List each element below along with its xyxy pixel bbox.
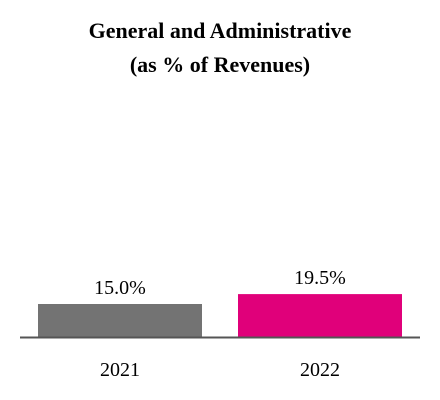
- data-label-2021: 15.0%: [94, 277, 146, 299]
- chart-title: General and Administrative: [88, 18, 352, 43]
- x-tick-label-2022: 2022: [300, 359, 340, 381]
- bar-2021: [38, 304, 202, 337]
- x-tick-label-2021: 2021: [100, 359, 140, 381]
- chart-subtitle: (as % of Revenues): [129, 52, 311, 77]
- bar-2022: [238, 294, 402, 337]
- data-label-2022: 19.5%: [294, 267, 346, 289]
